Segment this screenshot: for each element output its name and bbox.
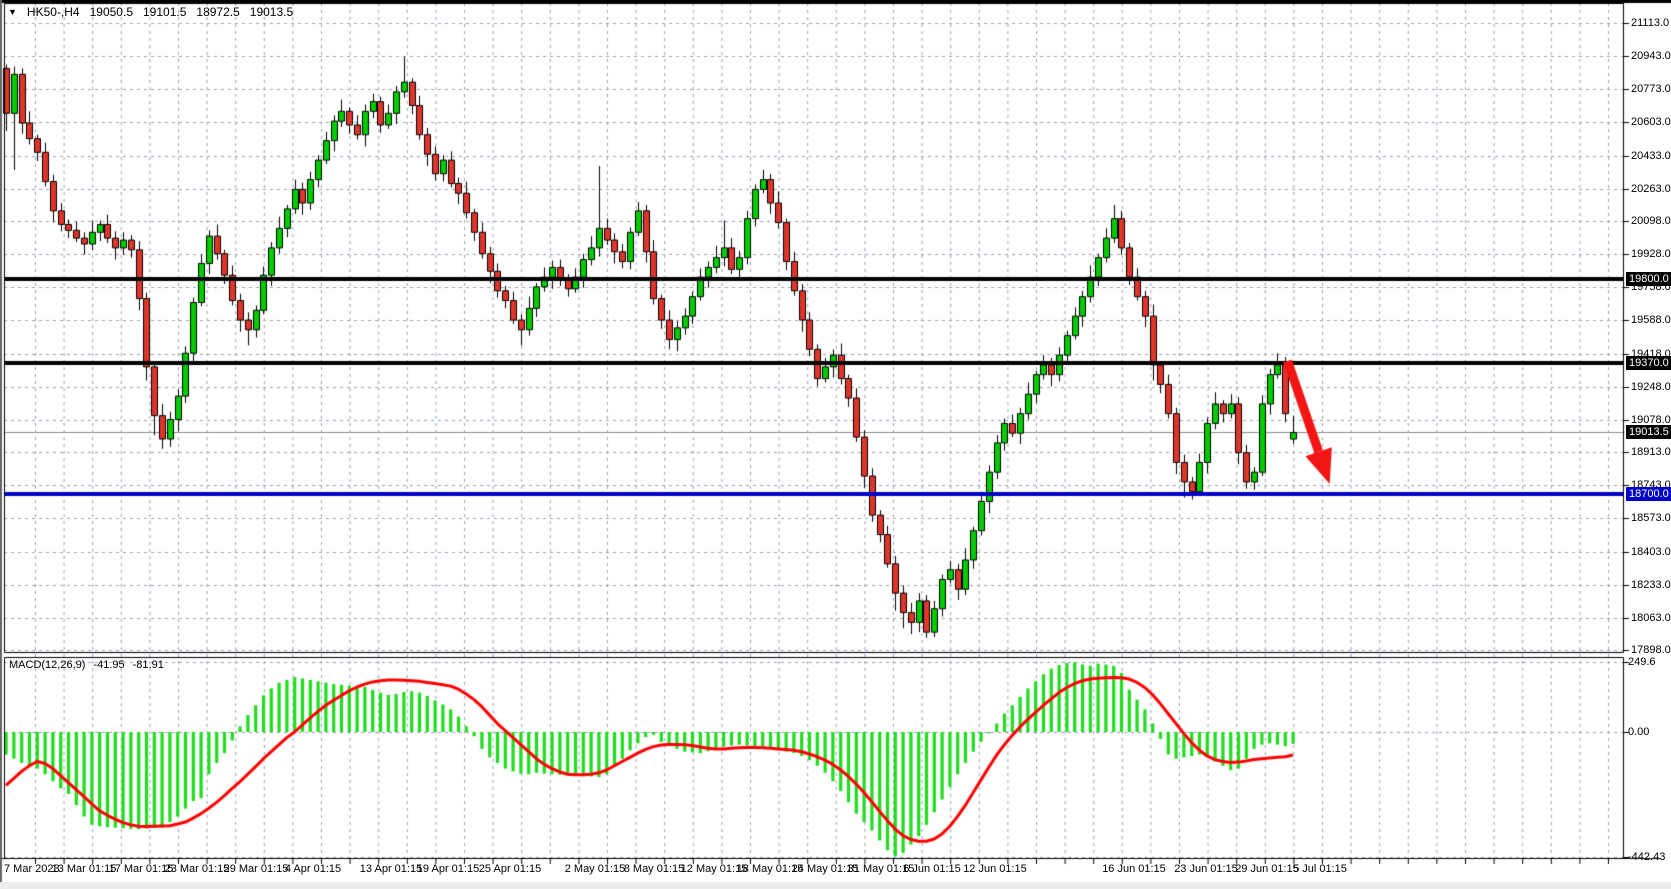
time-tick-label: 2 May 01:15: [564, 863, 626, 875]
price-tick-label: 20773.0: [1631, 83, 1671, 96]
time-tick-label: 4 Apr 01:15: [284, 863, 342, 875]
price-level-badge: 19800.0: [1626, 272, 1671, 287]
price-tick-label: 19248.0: [1631, 380, 1671, 393]
time-tick-label: 7 Mar 2023: [4, 863, 60, 875]
price-tick-label: 20098.0: [1631, 214, 1671, 227]
price-level-badge: 19013.5: [1626, 425, 1671, 440]
macd-tick-label: 249.6: [1628, 655, 1656, 668]
price-tick-label: 18573.0: [1631, 512, 1671, 525]
price-tick-label: 18233.0: [1631, 578, 1671, 591]
macd-name-label: MACD(12,26,9): [9, 659, 86, 671]
macd-tick-label: 0.00: [1628, 726, 1650, 738]
time-tick-label: 5 Jul 01:15: [1293, 863, 1347, 875]
price-tick-label: 20603.0: [1631, 116, 1671, 129]
symbol-timeframe-label: HK50-,H4: [26, 5, 80, 19]
time-tick-label: 25 Apr 01:15: [478, 863, 542, 875]
time-tick-label: 31 May 01:15: [847, 863, 915, 875]
time-tick-label: 12 May 01:15: [680, 863, 748, 875]
close-value: 19013.5: [249, 5, 294, 19]
time-tick-label: 13 Mar 01:15: [51, 863, 117, 875]
time-tick-label: 13 Apr 01:15: [359, 863, 423, 875]
price-level-badge: 18700.0: [1626, 486, 1671, 501]
window-footer-strip: [0, 882, 1671, 889]
price-tick-label: 19588.0: [1631, 314, 1671, 327]
price-tick-label: 20433.0: [1631, 149, 1671, 162]
macd-main-value: -41.95: [93, 659, 125, 671]
price-tick-label: 21113.0: [1631, 17, 1670, 29]
macd-indicator-label: MACD(12,26,9) -41.95 -81.91: [9, 659, 164, 671]
time-tick-label: 17 Mar 01:15: [108, 863, 174, 875]
time-tick-label: 23 Jun 01:15: [1174, 863, 1238, 875]
time-tick-label: 24 May 01:15: [791, 863, 859, 875]
time-tick-label: 6 Jun 01:15: [903, 863, 961, 875]
time-tick-label: 8 May 01:15: [623, 863, 685, 875]
price-tick-label: 18403.0: [1631, 545, 1671, 558]
high-value: 19101.5: [143, 5, 187, 19]
time-tick-label: 29 Mar 01:15: [223, 863, 289, 875]
price-level-badge: 19370.0: [1626, 355, 1671, 370]
time-tick-label: 29 Jun 01:15: [1235, 863, 1299, 875]
time-tick-label: 18 May 01:15: [736, 863, 804, 875]
price-tick-label: 19078.0: [1631, 413, 1671, 426]
macd-tick-label: -442.43: [1628, 850, 1666, 863]
price-tick-label: 19928.0: [1631, 248, 1671, 261]
chevron-down-icon[interactable]: ▼: [8, 7, 17, 17]
chart-title-bar: ▼ HK50-,H4 19050.5 19101.5 18972.5 19013…: [8, 5, 293, 19]
open-value: 19050.5: [89, 5, 133, 19]
time-tick-label: 23 Mar 01:15: [164, 863, 230, 875]
time-tick-label: 12 Jun 01:15: [963, 863, 1027, 875]
macd-signal-value: -81.91: [132, 659, 164, 671]
price-tick-label: 20263.0: [1631, 182, 1671, 195]
price-tick-label: 18063.0: [1631, 611, 1671, 624]
price-tick-label: 17898.0: [1631, 644, 1671, 657]
time-tick-label: 19 Apr 01:15: [416, 863, 480, 875]
price-tick-label: 18913.0: [1631, 446, 1671, 459]
low-value: 18972.5: [196, 5, 240, 19]
price-tick-label: 20943.0: [1631, 50, 1671, 63]
time-tick-label: 16 Jun 01:15: [1102, 863, 1166, 875]
